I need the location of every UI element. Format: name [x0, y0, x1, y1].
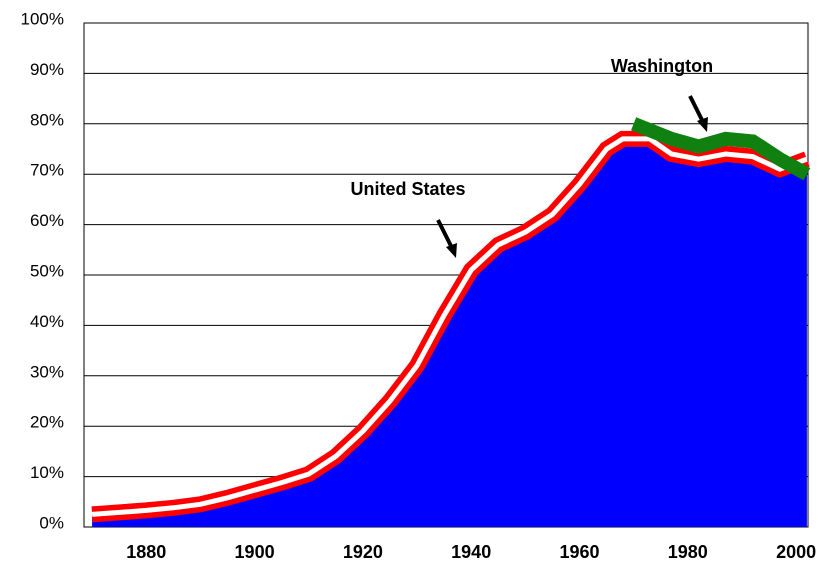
line-highlight: [91, 136, 808, 517]
x-tick-label: 1980: [668, 542, 708, 562]
arrow: [688, 95, 705, 123]
x-tick-label: 2000: [776, 542, 816, 562]
y-tick-label: 50%: [30, 261, 64, 280]
y-tick-label: 90%: [30, 60, 64, 79]
y-tick-label: 100%: [21, 9, 64, 28]
y-tick-label: 60%: [30, 211, 64, 230]
area: [92, 138, 807, 527]
y-tick-label: 40%: [30, 312, 64, 331]
y-tick-label: 10%: [30, 463, 64, 482]
x-tick-label: 1960: [559, 542, 599, 562]
y-tick-label: 80%: [30, 110, 64, 129]
x-tick-label: 1880: [126, 542, 166, 562]
annotation: United States: [350, 179, 465, 199]
arrow: [436, 219, 454, 249]
y-tick-label: 20%: [30, 413, 64, 432]
x-tick-label: 1940: [451, 542, 491, 562]
y-tick-label: 0%: [39, 513, 64, 532]
x-tick-label: 1920: [343, 542, 383, 562]
arrow-head: [697, 117, 708, 132]
line: [631, 117, 811, 181]
annotation: Washington: [611, 56, 713, 76]
y-tick-label: 30%: [30, 362, 64, 381]
arrow-head: [446, 243, 457, 258]
x-tick-label: 1900: [235, 542, 275, 562]
y-tick-label: 70%: [30, 161, 64, 180]
